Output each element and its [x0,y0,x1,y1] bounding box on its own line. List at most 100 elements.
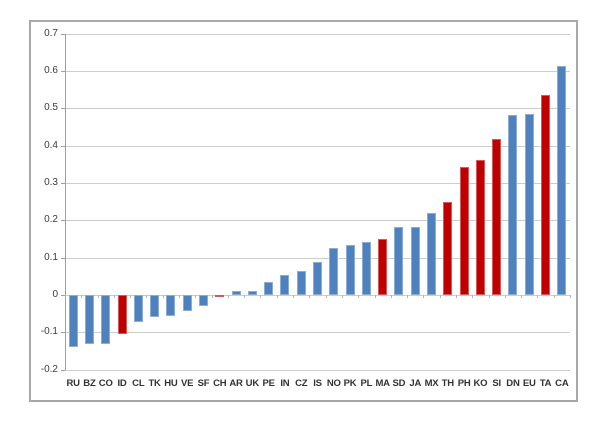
bar-ru [68,295,78,347]
category-axis-tick [341,295,343,299]
category-axis-tick [325,295,327,299]
bar-pl [361,242,371,296]
bar-hu [166,295,176,316]
bar-ko [475,160,485,296]
x-label-ru: RU [66,377,80,389]
category-axis-tick [260,295,262,299]
x-label-mx: MX [424,377,439,389]
x-label-cz: CZ [295,377,308,389]
x-label-ko: KO [473,377,488,389]
bar-uk [247,290,257,296]
y-axis-tick [61,257,65,259]
x-label-hu: HU [164,377,178,389]
y-tick-label: 0.1 [44,251,58,263]
x-label-uk: UK [245,377,260,389]
bar-th [443,201,453,296]
category-axis-tick [504,295,506,299]
bar-cl [133,295,143,323]
y-tick-label: 0.2 [44,214,58,226]
category-axis-tick [97,295,99,299]
bar-ar [231,290,241,296]
category-axis-tick [293,295,295,299]
bar-ca [557,65,567,296]
category-axis-tick [521,295,523,299]
bar-bz [84,295,94,344]
category-axis-tick [211,295,213,299]
category-axis-tick [472,295,474,299]
x-label-tk: TK [148,377,161,389]
bar-cz [296,270,306,296]
x-label-in: IN [280,377,290,389]
y-tick-label: 0.7 [44,27,58,39]
category-axis-tick [179,295,181,299]
gridline [65,145,570,147]
y-axis-tick [61,332,65,334]
gridline [65,369,570,371]
bar-tk [150,295,160,318]
gridline [65,70,570,72]
category-axis-tick [455,295,457,299]
x-label-sf: SF [197,377,210,389]
x-label-ma: MA [375,377,390,389]
plot-area: 0.7 0.6 0.5 0.4 0.3 0.2 0.1 0 -0.1 -0.2 RU BZ CO ID CL… [41,28,571,389]
category-axis-tick [162,295,164,299]
category-axis-tick [358,295,360,299]
x-label-is: IS [313,377,322,389]
x-label-th: TH [441,377,454,389]
x-label-pe: PE [262,377,275,389]
x-label-ar: AR [229,377,243,389]
category-axis-tick [113,295,115,299]
category-axis-tick [130,295,132,299]
category-axis-tick [276,295,278,299]
y-axis-tick [61,70,65,72]
category-axis-tick [390,295,392,299]
category-axis-tick [407,295,409,299]
category-axis-tick [374,295,376,299]
chart-frame: 0.7 0.6 0.5 0.4 0.3 0.2 0.1 0 -0.1 -0.2 RU BZ CO ID CL… [29,20,578,402]
y-tick-label: -0.2 [40,363,58,375]
bar-dn [508,114,518,296]
gridline [65,33,570,35]
x-label-ve: VE [181,377,194,389]
bar-si [492,138,502,296]
y-tick-label: 0.5 [44,102,58,114]
bar-ve [182,295,192,311]
y-tick-label: -0.1 [40,326,58,338]
y-tick-label: 0.6 [44,64,58,76]
x-label-pk: PK [343,377,357,389]
x-label-id: ID [117,377,127,389]
y-axis-tick [61,220,65,222]
x-label-co: CO [98,377,113,389]
gridline [65,108,570,110]
y-tick-label: 0.3 [44,176,58,188]
x-label-cl: CL [132,377,145,389]
x-label-si: SI [492,377,501,389]
bar-no [329,248,339,296]
gridline [65,257,570,259]
y-tick-label: 0.4 [44,139,58,151]
category-axis-tick [81,295,83,299]
y-axis-tick [61,369,65,371]
category-axis-tick [537,295,539,299]
category-axis-tick [309,295,311,299]
bar-pe [264,282,274,296]
category-axis-tick [146,295,148,299]
x-label-pl: PL [360,377,373,389]
x-label-ch: CH [213,377,227,389]
category-axis-tick [227,295,229,299]
bar-ta [541,95,551,296]
x-label-dn: DN [506,377,520,389]
y-axis-line [65,33,66,370]
gridline [65,182,570,184]
x-label-sd: SD [392,377,406,389]
x-label-bz: BZ [83,377,96,389]
bar-ch [215,295,225,298]
y-axis-tick [61,33,65,35]
category-axis-tick [423,295,425,299]
category-axis-tick [553,295,555,299]
y-axis-tick [61,108,65,110]
bar-sd [394,227,404,296]
bar-eu [524,113,534,296]
gridline [65,220,570,222]
y-axis-tick [61,182,65,184]
